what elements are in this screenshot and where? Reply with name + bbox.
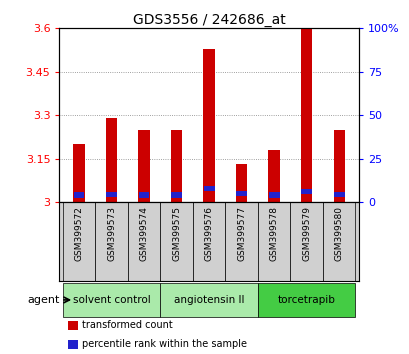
Bar: [63, 283, 160, 317]
Bar: [63, 202, 95, 281]
Bar: [192, 202, 225, 281]
Bar: [106, 118, 117, 202]
Bar: [73, 193, 84, 198]
Bar: [171, 193, 182, 198]
Bar: [301, 189, 311, 194]
Text: GSM399575: GSM399575: [172, 206, 181, 261]
Bar: [160, 202, 192, 281]
Text: percentile rank within the sample: percentile rank within the sample: [82, 339, 246, 349]
Text: torcetrapib: torcetrapib: [277, 295, 335, 305]
Text: GSM399574: GSM399574: [139, 206, 148, 261]
Bar: [203, 48, 214, 202]
Text: GSM399577: GSM399577: [236, 206, 245, 261]
Text: GSM399578: GSM399578: [269, 206, 278, 261]
Text: GSM399572: GSM399572: [74, 206, 83, 261]
Text: agent: agent: [28, 295, 60, 305]
Bar: [322, 202, 355, 281]
Bar: [68, 321, 78, 330]
Bar: [333, 192, 344, 197]
Text: GSM399573: GSM399573: [107, 206, 116, 261]
Text: solvent control: solvent control: [72, 295, 150, 305]
Bar: [225, 202, 257, 281]
Bar: [268, 193, 279, 198]
Bar: [138, 193, 149, 198]
Bar: [268, 150, 279, 202]
Bar: [257, 283, 355, 317]
Bar: [160, 283, 257, 317]
Bar: [300, 28, 312, 202]
Text: angiotensin II: angiotensin II: [173, 295, 244, 305]
Bar: [257, 202, 290, 281]
Text: GSM399579: GSM399579: [301, 206, 310, 261]
Text: GSM399576: GSM399576: [204, 206, 213, 261]
Bar: [106, 192, 117, 197]
Bar: [236, 191, 247, 196]
Bar: [128, 202, 160, 281]
Bar: [95, 202, 128, 281]
Title: GDS3556 / 242686_at: GDS3556 / 242686_at: [133, 13, 285, 27]
Bar: [333, 130, 344, 202]
Bar: [73, 144, 84, 202]
Bar: [171, 130, 182, 202]
Bar: [138, 130, 149, 202]
Bar: [235, 164, 247, 202]
Text: transformed count: transformed count: [82, 320, 172, 330]
Text: GSM399580: GSM399580: [334, 206, 343, 261]
Bar: [290, 202, 322, 281]
Bar: [68, 340, 78, 349]
Bar: [203, 186, 214, 191]
